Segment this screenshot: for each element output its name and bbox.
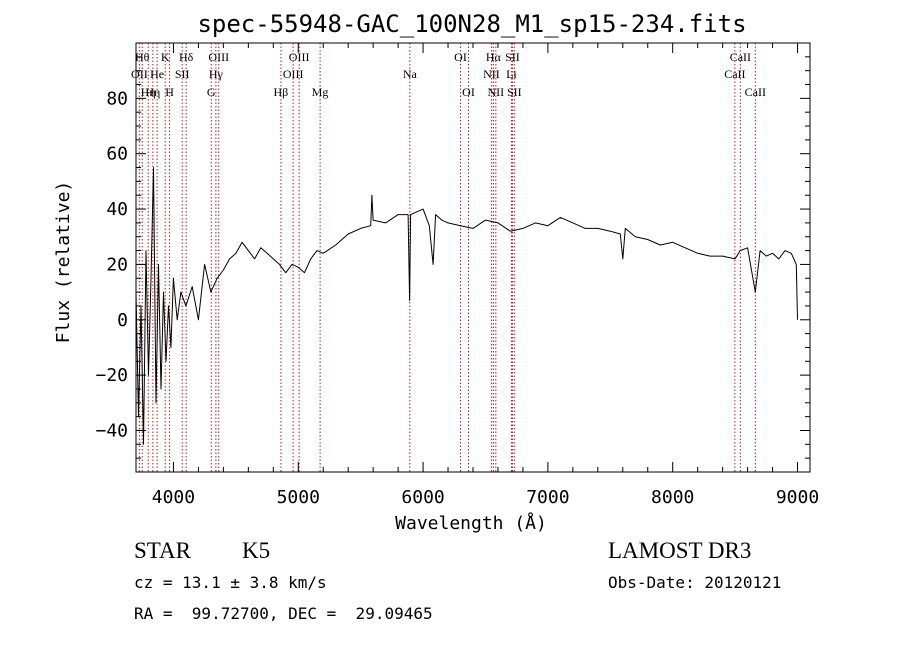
y-tick-label-1: −20 [95,365,128,386]
line-label-9: G [207,85,216,99]
plot-frame [135,42,811,473]
line-label-2: Hη [141,85,156,99]
y-tick-label-5: 60 [106,144,128,165]
line-label-25: CaII [724,67,745,81]
line-label-10: Hγ [209,67,224,81]
x-tick-label-1: 5000 [277,487,320,508]
x-tick-label-4: 8000 [651,487,694,508]
line-label-24: SII [507,85,522,99]
x-tick-label-0: 4000 [152,487,195,508]
x-tick-label-3: 7000 [526,487,569,508]
y-tick-label-3: 20 [106,254,128,275]
axis-tick-labels: 4000 5000 6000 7000 8000 9000 −40 −20 0 20 40 60 80 [95,88,819,508]
spectrum-series-line [135,167,798,445]
object-class: STAR [134,538,191,563]
axis-ticks [136,43,810,472]
line-label-1: Hθ [135,50,150,64]
line-label-12: Hβ [274,85,289,99]
observation-date: Obs-Date: 20120121 [608,573,782,592]
x-tick-label-5: 9000 [776,487,819,508]
spectral-line-markers [138,43,756,472]
line-label-3: Hη [145,85,160,99]
line-label-16: Na [403,67,418,81]
y-tick-label-0: −40 [95,420,128,441]
line-label-21: NII [488,85,505,99]
survey-name: LAMOST DR3 [608,538,752,563]
spectral-subclass: K5 [242,538,271,563]
line-label-0: OII [131,67,148,81]
line-label-5: K [161,50,170,64]
line-label-7: SII [175,67,190,81]
x-axis-label: Wavelength (Å) [395,512,547,534]
line-label-17: OI [454,50,467,64]
line-label-22: Li [506,67,517,81]
y-tick-label-6: 80 [106,88,128,109]
x-tick-label-2: 6000 [401,487,444,508]
line-label-18: OI [462,85,475,99]
line-label-11: OIII [208,50,229,64]
y-axis-label: Flux (relative) [53,181,74,344]
y-tick-label-4: 40 [106,199,128,220]
line-label-15: Mg [312,85,329,99]
line-label-6: H [165,85,174,99]
line-label-27: CaII [745,85,766,99]
line-label-23: SII [505,50,520,64]
line-label-20: Hα [486,50,502,64]
line-label-19: NII [483,67,500,81]
line-label-26: CaII [730,50,751,64]
line-label-4: He [150,67,164,81]
coordinates: RA = 99.72700, DEC = 29.09465 [134,604,433,623]
line-label-13: OIII [283,67,304,81]
y-tick-label-2: 0 [117,310,128,331]
chart-title: spec-55948-GAC_100N28_M1_sp15-234.fits [197,10,746,38]
spectral-line-labels: OIIHθHηHηHeKHSIIHδGHγOIIIHβOIIIOIIIMgNaO… [131,50,766,99]
redshift-value: cz = 13.1 ± 3.8 km/s [134,573,327,592]
line-label-8: Hδ [179,50,194,64]
line-label-14: OIII [289,50,310,64]
